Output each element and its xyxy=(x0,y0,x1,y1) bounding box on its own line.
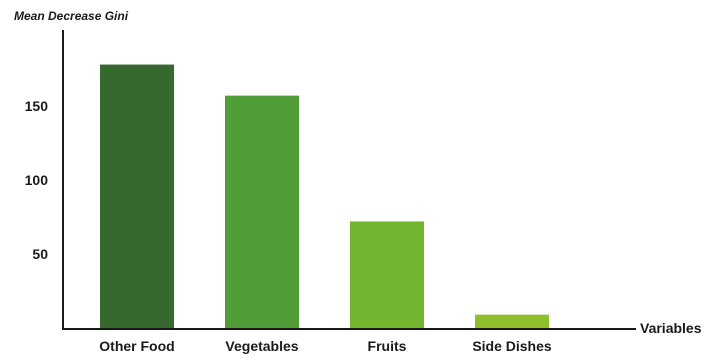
y-tick-label-100: 100 xyxy=(25,172,49,188)
bar-vegetables xyxy=(225,95,299,328)
category-labels-group: Other Food Vegetables Fruits Side Dishes xyxy=(99,338,552,354)
category-label-other-food: Other Food xyxy=(99,338,174,354)
y-ticks-group: 50 100 150 xyxy=(25,98,49,262)
y-tick-label-50: 50 xyxy=(32,246,48,262)
bars-group xyxy=(100,64,549,328)
bar-other-food xyxy=(100,64,174,328)
bar-fruits xyxy=(350,221,424,328)
category-label-vegetables: Vegetables xyxy=(225,338,298,354)
x-axis-label: Variables xyxy=(640,320,702,336)
category-label-fruits: Fruits xyxy=(368,338,407,354)
bar-side-dishes xyxy=(475,314,549,328)
y-axis-label: Mean Decrease Gini xyxy=(14,9,129,23)
category-label-side-dishes: Side Dishes xyxy=(472,338,552,354)
y-tick-label-150: 150 xyxy=(25,98,49,114)
